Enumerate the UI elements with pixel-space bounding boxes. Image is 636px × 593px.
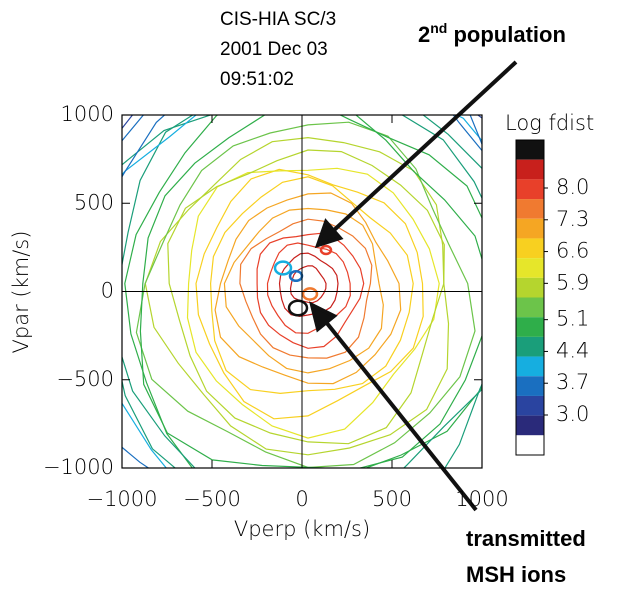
colorbar-tick-label: 6.6 — [556, 239, 589, 263]
y-tick-label: 1000 — [61, 102, 114, 126]
contour-line — [144, 136, 450, 456]
colorbar-cell — [516, 140, 544, 160]
colorbar-tick-label: 8.0 — [556, 175, 589, 199]
contour-line — [122, 115, 482, 468]
colorbar-tick-label: 5.1 — [556, 307, 589, 331]
contour-line — [186, 167, 440, 439]
contour-line — [256, 232, 365, 349]
contour-line — [124, 115, 482, 468]
annotation-part: 2 — [418, 22, 430, 47]
y-tick-label: 0 — [101, 279, 114, 303]
header-line: CIS-HIA SC/3 — [220, 9, 336, 30]
arrows — [309, 60, 518, 512]
colorbar-tick-label: 3.0 — [556, 402, 589, 426]
contour-line — [209, 176, 414, 395]
colorbar-cell — [516, 317, 544, 337]
contour-blob — [273, 260, 293, 276]
colorbar-cell — [516, 199, 544, 219]
annotation-part: nd — [430, 20, 447, 36]
arrowhead — [309, 301, 338, 333]
contours — [122, 115, 482, 468]
y-tick-label: −1000 — [43, 455, 114, 479]
colorbar-cell — [516, 277, 544, 298]
contour-line — [223, 207, 384, 374]
arrow — [324, 320, 478, 512]
x-tick-label: 500 — [372, 487, 412, 511]
colorbar-cell — [516, 435, 544, 455]
colorbar-cell — [516, 376, 544, 396]
colorbar-cell — [516, 415, 544, 436]
x-axis-label: Vperp (km/s) — [234, 517, 370, 541]
annotation: transmitted — [466, 526, 586, 551]
colorbar-cell — [516, 297, 544, 318]
x-tick-label: 1000 — [455, 487, 508, 511]
annotation: MSH ions — [466, 562, 566, 587]
y-tick-label: 500 — [74, 190, 114, 214]
colorbar-tick-label: 7.3 — [556, 207, 589, 231]
contour-line — [195, 168, 424, 420]
header-line: 2001 Dec 03 — [220, 39, 328, 60]
colorbar-tick-label: 4.4 — [556, 338, 589, 362]
contour-blob — [287, 299, 309, 317]
colorbar-title: Log fdist — [505, 111, 594, 135]
colorbar-cell — [516, 356, 544, 377]
y-tick-label: −500 — [56, 367, 114, 391]
colorbar-tick-label: 3.7 — [556, 370, 589, 394]
arrow — [330, 60, 518, 234]
contour-line — [214, 192, 402, 385]
contour-blob — [301, 287, 319, 301]
x-tick-label: −500 — [183, 487, 241, 511]
colorbar-cell — [516, 159, 544, 180]
header-line: 09:51:02 — [220, 69, 294, 90]
annotation: 2nd population — [418, 20, 566, 47]
contour-line — [289, 265, 327, 304]
contour-line — [139, 115, 482, 468]
colorbar-frame — [515, 139, 545, 456]
colorbar-cell — [516, 218, 544, 239]
colorbar-cell — [516, 336, 544, 357]
colorbar-cell — [516, 395, 544, 416]
x-tick-label: 0 — [295, 487, 308, 511]
colorbar-cell — [516, 179, 544, 200]
contour-line — [135, 121, 476, 468]
annotation-part: population — [447, 22, 566, 47]
y-axis-label: Vpar (km/s) — [9, 231, 33, 354]
colorbar-cell — [516, 258, 544, 278]
contour-line — [122, 115, 482, 468]
colorbar-cell — [516, 238, 544, 259]
colorbar-tick-label: 5.9 — [556, 270, 589, 294]
arrowhead — [314, 218, 344, 249]
contour-blob — [319, 244, 333, 256]
contour-line — [167, 149, 445, 445]
x-tick-label: −1000 — [86, 487, 157, 511]
